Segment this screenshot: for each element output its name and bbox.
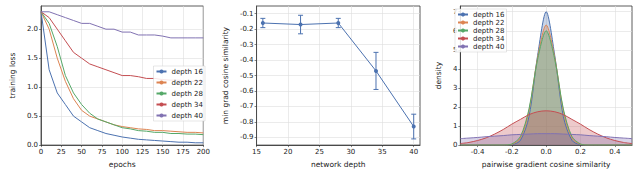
svg-text:75: 75: [97, 148, 106, 156]
svg-text:depth 40: depth 40: [473, 43, 505, 51]
svg-text:epochs: epochs: [109, 160, 136, 169]
svg-text:20: 20: [284, 148, 293, 156]
svg-text:175: 175: [176, 148, 189, 156]
svg-text:-0.4: -0.4: [471, 148, 485, 156]
svg-text:30: 30: [346, 148, 355, 156]
svg-text:150: 150: [156, 148, 169, 156]
svg-text:40: 40: [409, 148, 418, 156]
svg-text:-0.8: -0.8: [240, 118, 254, 126]
svg-text:density: density: [434, 61, 443, 89]
svg-text:100: 100: [115, 148, 128, 156]
svg-text:0.0: 0.0: [27, 141, 38, 149]
svg-text:4: 4: [453, 65, 458, 73]
svg-text:25: 25: [57, 148, 66, 156]
svg-text:1.0: 1.0: [27, 83, 38, 91]
svg-text:1.5: 1.5: [27, 54, 38, 62]
svg-text:depth 16: depth 16: [171, 68, 203, 76]
svg-text:depth 16: depth 16: [473, 11, 505, 19]
svg-text:35: 35: [378, 148, 387, 156]
svg-text:-0.3: -0.3: [240, 41, 254, 49]
svg-text:depth 34: depth 34: [171, 101, 203, 109]
svg-text:-0.6: -0.6: [240, 87, 254, 95]
svg-text:-0.9: -0.9: [240, 133, 254, 141]
svg-text:depth 28: depth 28: [171, 90, 203, 98]
svg-text:0.2: 0.2: [575, 148, 586, 156]
svg-text:15: 15: [252, 148, 261, 156]
svg-text:0.4: 0.4: [609, 148, 621, 156]
svg-text:1: 1: [453, 122, 457, 130]
svg-text:network depth: network depth: [311, 160, 366, 169]
svg-text:0: 0: [453, 141, 457, 149]
svg-text:0.5: 0.5: [27, 112, 38, 120]
svg-text:depth 22: depth 22: [473, 19, 505, 27]
svg-text:200: 200: [197, 148, 210, 156]
svg-text:-0.2: -0.2: [505, 148, 519, 156]
svg-text:min grad cosine similarity: min grad cosine similarity: [221, 26, 230, 124]
svg-text:0: 0: [39, 148, 43, 156]
svg-text:pairwise gradient cosine simil: pairwise gradient cosine similarity: [482, 160, 611, 169]
svg-text:50: 50: [77, 148, 86, 156]
svg-text:depth 22: depth 22: [171, 79, 203, 87]
svg-text:25: 25: [315, 148, 324, 156]
svg-text:-0.5: -0.5: [240, 72, 254, 80]
svg-text:125: 125: [136, 148, 149, 156]
svg-text:0.0: 0.0: [541, 148, 552, 156]
svg-text:training loss: training loss: [8, 52, 17, 98]
svg-text:2.0: 2.0: [27, 25, 38, 33]
svg-text:depth 34: depth 34: [473, 35, 505, 43]
svg-text:-0.2: -0.2: [240, 25, 254, 33]
svg-text:3: 3: [453, 84, 457, 92]
svg-text:-0.1: -0.1: [240, 10, 254, 18]
svg-text:-0.7: -0.7: [240, 102, 254, 110]
svg-text:depth 40: depth 40: [171, 112, 203, 120]
svg-text:depth 28: depth 28: [473, 27, 505, 35]
svg-text:-0.4: -0.4: [240, 56, 254, 64]
svg-text:2: 2: [453, 103, 457, 111]
